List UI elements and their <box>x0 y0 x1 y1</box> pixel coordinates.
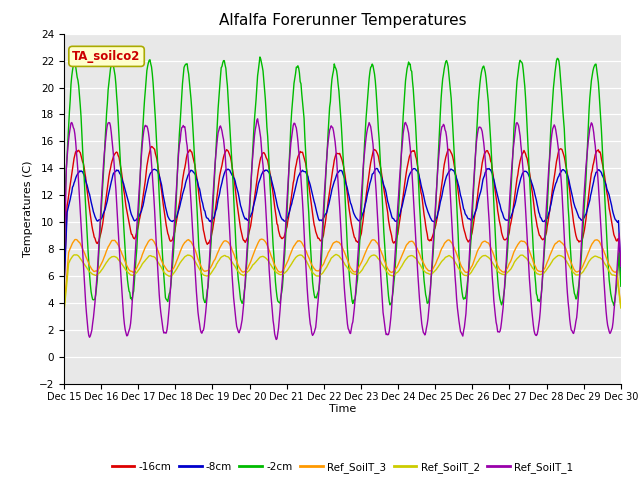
Legend: -16cm, -8cm, -2cm, Ref_SoilT_3, Ref_SoilT_2, Ref_SoilT_1: -16cm, -8cm, -2cm, Ref_SoilT_3, Ref_Soil… <box>108 457 577 477</box>
-16cm <box>127 231 135 237</box>
-8cm <box>60 284 68 290</box>
Ref_SoilT_2 <box>617 305 625 311</box>
Ref_SoilT_2 <box>60 310 68 315</box>
Ref_SoilT_3 <box>184 237 192 243</box>
Ref_SoilT_2 <box>70 252 78 258</box>
-16cm <box>617 279 625 285</box>
Title: Alfalfa Forerunner Temperatures: Alfalfa Forerunner Temperatures <box>219 13 466 28</box>
Ref_SoilT_1 <box>273 336 280 342</box>
Ref_SoilT_1 <box>428 264 436 269</box>
X-axis label: Time: Time <box>329 405 356 414</box>
-16cm <box>411 149 419 155</box>
Ref_SoilT_3 <box>617 303 625 309</box>
-8cm <box>214 201 221 207</box>
Ref_SoilT_1 <box>254 116 262 121</box>
Ref_SoilT_2 <box>214 260 221 266</box>
-8cm <box>428 216 435 222</box>
Ref_SoilT_2 <box>184 252 192 258</box>
-2cm <box>60 261 68 267</box>
-2cm <box>70 60 78 66</box>
Ref_SoilT_2 <box>127 272 135 278</box>
-2cm <box>610 303 618 309</box>
-8cm <box>617 268 625 274</box>
Ref_SoilT_3 <box>127 268 135 274</box>
Ref_SoilT_1 <box>127 312 135 318</box>
-16cm <box>60 283 68 288</box>
Ref_SoilT_1 <box>617 264 625 269</box>
-16cm <box>214 185 222 191</box>
Ref_SoilT_3 <box>428 268 435 274</box>
Ref_SoilT_1 <box>184 153 192 158</box>
Line: Ref_SoilT_3: Ref_SoilT_3 <box>64 239 621 309</box>
Ref_SoilT_3 <box>411 241 419 247</box>
-2cm <box>411 108 419 114</box>
Text: TA_soilco2: TA_soilco2 <box>72 50 141 63</box>
Line: -16cm: -16cm <box>64 146 621 286</box>
Ref_SoilT_2 <box>332 252 340 257</box>
-2cm <box>256 54 264 60</box>
Ref_SoilT_1 <box>70 126 78 132</box>
-8cm <box>411 166 419 171</box>
-16cm <box>70 156 78 161</box>
-2cm <box>617 283 625 289</box>
Ref_SoilT_2 <box>428 271 435 277</box>
-8cm <box>184 173 192 179</box>
Ref_SoilT_3 <box>258 236 266 242</box>
Line: -8cm: -8cm <box>64 168 621 287</box>
-2cm <box>127 295 135 300</box>
-16cm <box>428 238 435 243</box>
Line: Ref_SoilT_1: Ref_SoilT_1 <box>64 119 621 339</box>
Line: Ref_SoilT_2: Ref_SoilT_2 <box>64 254 621 312</box>
-16cm <box>148 144 156 149</box>
-2cm <box>184 67 192 73</box>
-8cm <box>127 212 135 217</box>
Ref_SoilT_1 <box>60 267 68 273</box>
-2cm <box>214 121 221 127</box>
Ref_SoilT_3 <box>70 238 78 244</box>
-16cm <box>185 149 193 155</box>
Ref_SoilT_1 <box>412 233 419 239</box>
Ref_SoilT_1 <box>214 136 221 142</box>
Ref_SoilT_3 <box>60 306 68 312</box>
Line: -2cm: -2cm <box>64 57 621 306</box>
-8cm <box>70 180 78 186</box>
Ref_SoilT_3 <box>214 251 221 256</box>
-8cm <box>373 166 381 171</box>
Y-axis label: Temperatures (C): Temperatures (C) <box>23 160 33 257</box>
-2cm <box>428 276 435 281</box>
Ref_SoilT_2 <box>411 255 419 261</box>
